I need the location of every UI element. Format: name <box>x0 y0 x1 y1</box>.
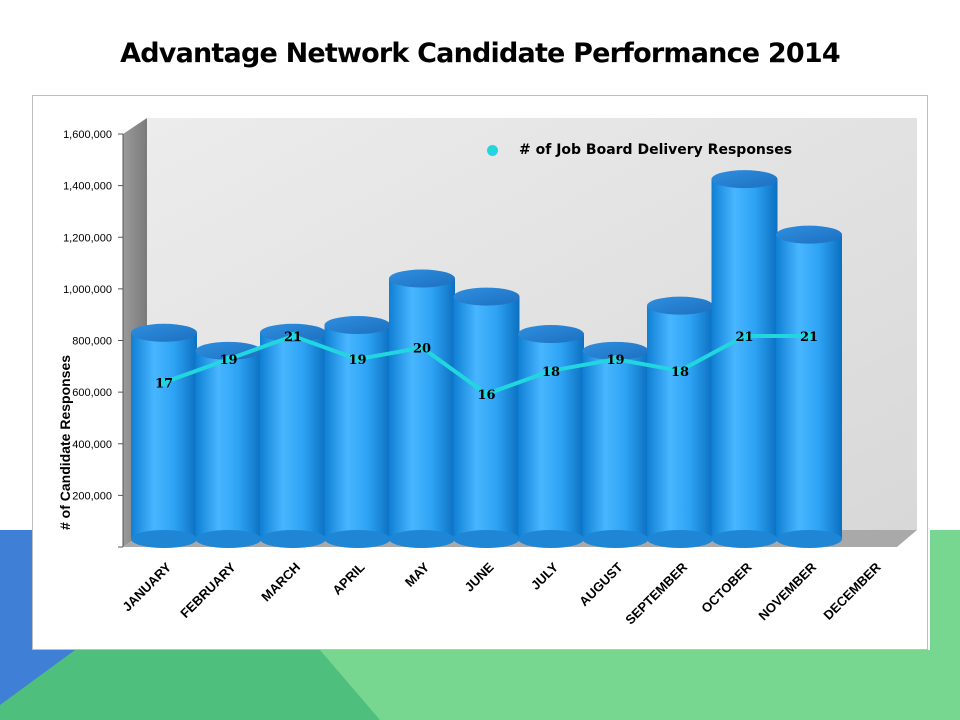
bar <box>711 170 778 548</box>
bar <box>518 325 584 548</box>
chart-legend: # of Job Board Delivery Responses <box>487 142 792 158</box>
line-point <box>611 355 620 364</box>
line-point <box>353 355 362 364</box>
y-tick-label: 1,200,000 <box>63 232 112 244</box>
legend-marker <box>487 144 498 156</box>
x-tick-label: MAY <box>402 559 432 589</box>
x-tick-label: OCTOBER <box>698 559 755 616</box>
y-tick-label: 200,000 <box>72 490 112 502</box>
page-title: Advantage Network Candidate Performance … <box>120 38 840 69</box>
data-label: 21 <box>735 330 753 345</box>
data-label: 19 <box>348 353 366 368</box>
x-tick-label: JULY <box>528 559 561 592</box>
line-point <box>676 366 684 375</box>
legend-label: # of Job Board Delivery Responses <box>519 142 793 158</box>
y-axis-title: # of Candidate Responses <box>57 354 73 530</box>
y-tick-label: 600,000 <box>72 387 112 399</box>
bar <box>647 296 713 548</box>
line-point <box>224 355 233 364</box>
bar <box>453 287 520 548</box>
x-tick-label: JANUARY <box>119 559 174 614</box>
x-tick-label: AUGUST <box>576 559 625 608</box>
line-point <box>160 378 168 387</box>
data-label: 19 <box>219 353 237 368</box>
data-label: 18 <box>542 365 560 380</box>
line-point <box>547 366 555 375</box>
data-label: 17 <box>155 376 173 391</box>
bar <box>195 341 262 548</box>
x-tick-label: MARCH <box>258 560 303 605</box>
line-point <box>289 332 297 340</box>
line-point <box>740 332 749 340</box>
y-tick-label: 1,000,000 <box>63 284 112 296</box>
bar <box>776 225 842 548</box>
line-point <box>805 332 813 340</box>
data-label: 21 <box>284 330 302 345</box>
y-tick-label: 1,400,000 <box>63 181 112 193</box>
bar <box>260 323 326 548</box>
bar <box>131 323 197 548</box>
data-label: 21 <box>800 330 818 345</box>
data-label: 19 <box>606 353 624 368</box>
x-tick-label: FEBRUARY <box>177 559 239 621</box>
y-tick-label: 800,000 <box>72 336 112 348</box>
bar <box>582 341 649 548</box>
line-point <box>482 390 491 398</box>
bar <box>389 269 455 548</box>
x-tick-label: SEPTEMBER <box>622 559 690 627</box>
x-tick-label: DECEMBER <box>820 559 884 623</box>
x-tick-label: JUNE <box>461 559 496 594</box>
x-tick-label: APRIL <box>329 559 367 597</box>
bg-dark-green-triangle <box>0 650 380 720</box>
y-tick-label: 1,600,000 <box>63 129 112 141</box>
y-tick-label: 400,000 <box>72 439 112 451</box>
data-label: 18 <box>671 365 689 380</box>
data-label: 16 <box>477 388 495 403</box>
x-tick-label: NOVEMBER <box>755 559 819 623</box>
bg-green-right <box>930 530 960 720</box>
bg-blue-left <box>0 530 75 705</box>
line-point <box>418 343 426 352</box>
data-label: 20 <box>413 342 431 357</box>
